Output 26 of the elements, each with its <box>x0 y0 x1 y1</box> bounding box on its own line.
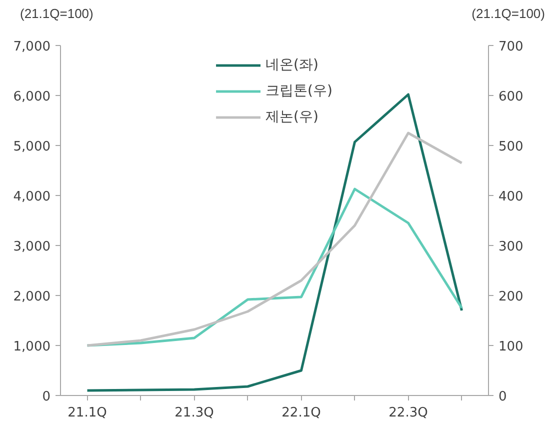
y2-tick-label: 200 <box>498 290 524 304</box>
y2-tick-label: 400 <box>498 190 524 204</box>
legend-label: 네온(좌) <box>266 56 318 74</box>
y-tick-label: 7,000 <box>13 40 50 54</box>
y2-tick-label: 500 <box>498 140 524 154</box>
y2-tick-label: 0 <box>498 390 507 404</box>
x-tick-label: 22.3Q <box>388 406 428 420</box>
y2-axis-title: (21.1Q=100) <box>472 5 545 23</box>
legend-label: 크립톤(우) <box>266 82 332 100</box>
y-tick-label: 1,000 <box>13 340 50 354</box>
y-tick-label: 2,000 <box>13 290 50 304</box>
y2-tick-label: 300 <box>498 240 524 254</box>
x-tick-label: 22.1Q <box>282 406 321 420</box>
y-tick-label: 4,000 <box>13 190 50 204</box>
y2-tick-label: 700 <box>498 40 524 54</box>
x-tick-label: 21.1Q <box>68 406 107 420</box>
y-tick-label: 5,000 <box>13 140 50 154</box>
y-tick-label: 3,000 <box>13 240 50 254</box>
x-tick-label: 21.3Q <box>174 406 214 420</box>
y-tick-label: 0 <box>42 390 51 404</box>
y2-tick-label: 600 <box>498 90 524 104</box>
legend-label: 제논(우) <box>266 108 318 126</box>
y2-tick-label: 100 <box>498 340 524 354</box>
line-series <box>86 132 463 347</box>
y-tick-label: 6,000 <box>13 90 50 104</box>
y-axis-title: (21.1Q=100) <box>20 5 94 23</box>
